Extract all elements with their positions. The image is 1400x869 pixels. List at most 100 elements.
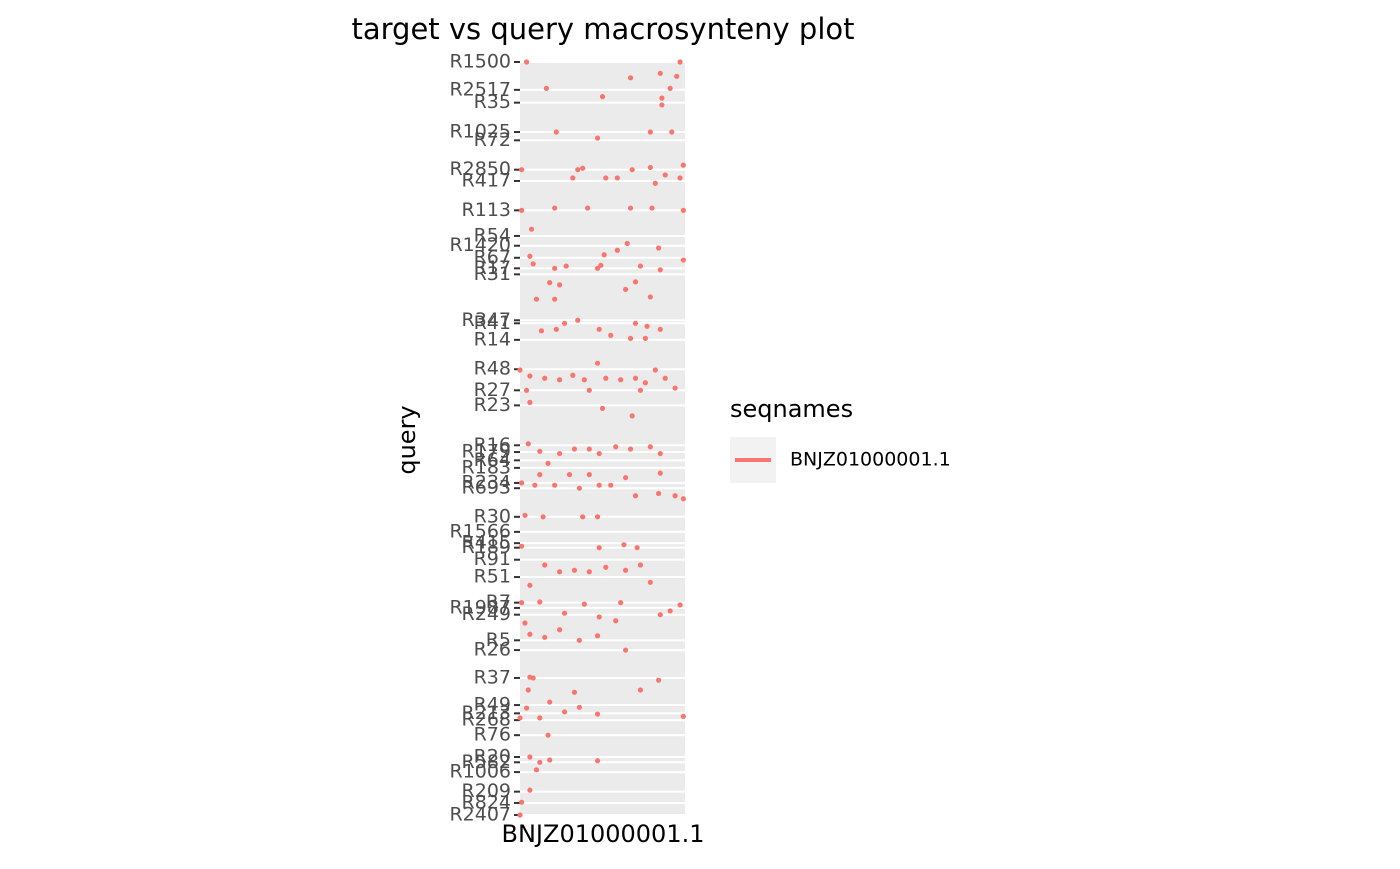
- point: [629, 413, 635, 419]
- point: [652, 367, 658, 373]
- point: [527, 787, 533, 793]
- point: [517, 812, 523, 818]
- y-tick-label: R27: [474, 379, 511, 401]
- y-tick-label: R179: [462, 441, 511, 463]
- point: [647, 444, 653, 450]
- point: [570, 372, 576, 378]
- point: [530, 675, 536, 681]
- point: [553, 326, 559, 332]
- point: [557, 377, 563, 383]
- point: [527, 582, 533, 588]
- point: [519, 799, 525, 805]
- y-tick-label: R209: [462, 780, 511, 802]
- point: [629, 167, 635, 173]
- point: [576, 637, 583, 643]
- y-tick-label: R67: [474, 246, 511, 268]
- point: [552, 296, 558, 302]
- point: [552, 482, 558, 488]
- y-tick-label: R72: [474, 129, 511, 151]
- panel-background: [520, 62, 685, 815]
- point: [580, 165, 586, 171]
- point: [613, 618, 619, 624]
- point: [634, 545, 640, 551]
- y-tick-label: R37: [474, 666, 511, 688]
- point: [621, 542, 627, 548]
- point: [632, 279, 639, 285]
- point: [623, 567, 629, 573]
- point: [627, 205, 634, 211]
- point: [659, 95, 665, 101]
- point: [649, 205, 655, 211]
- point: [575, 167, 581, 173]
- point: [618, 377, 624, 383]
- point: [537, 472, 543, 478]
- point: [561, 709, 568, 715]
- y-tick-label: R824: [462, 791, 511, 813]
- point: [680, 713, 686, 719]
- point: [522, 620, 528, 626]
- point: [545, 460, 551, 466]
- point: [553, 129, 559, 135]
- point: [627, 75, 634, 81]
- point: [656, 677, 662, 683]
- y-tick-label: R189: [462, 536, 511, 558]
- point: [524, 387, 530, 393]
- point: [519, 600, 525, 606]
- point: [596, 326, 602, 332]
- point: [527, 373, 533, 379]
- point: [527, 253, 533, 259]
- chart-title: target vs query macrosynteny plot: [351, 12, 854, 46]
- point: [624, 240, 630, 247]
- point: [576, 704, 583, 710]
- point: [575, 317, 581, 323]
- point: [667, 608, 673, 614]
- legend-label: BNJZ01000001.1: [790, 449, 951, 471]
- point: [662, 375, 668, 381]
- point: [525, 687, 531, 693]
- point: [594, 360, 601, 366]
- point: [542, 562, 548, 568]
- point: [537, 599, 543, 605]
- point: [652, 180, 658, 186]
- point: [632, 493, 639, 499]
- point: [517, 367, 523, 373]
- point: [542, 375, 548, 381]
- point: [527, 399, 533, 405]
- y-tick-label: R41: [474, 312, 511, 334]
- point: [657, 612, 663, 618]
- point: [596, 545, 602, 551]
- point: [656, 245, 662, 251]
- y-tick-label: R48: [474, 358, 511, 380]
- y-tick-label: R213: [462, 702, 511, 724]
- point: [637, 687, 644, 693]
- point: [586, 446, 592, 452]
- point: [627, 335, 634, 341]
- point: [594, 135, 601, 141]
- point: [603, 375, 609, 381]
- y-tick-label: R1987: [449, 596, 511, 618]
- y-tick-label: R234: [462, 471, 511, 493]
- point: [566, 472, 573, 478]
- y-tick-label: R17: [474, 257, 511, 279]
- point: [563, 263, 569, 269]
- y-tick-label: R16: [474, 434, 511, 456]
- point: [586, 472, 592, 478]
- point: [571, 689, 578, 695]
- point: [519, 167, 525, 173]
- point: [677, 59, 683, 65]
- y-tick-label: R23: [474, 394, 511, 416]
- point: [662, 172, 668, 178]
- point: [561, 610, 568, 616]
- point: [657, 470, 663, 476]
- point: [669, 129, 675, 135]
- y-tick-label: R91: [474, 548, 511, 570]
- y-tick-label: R2517: [449, 78, 511, 100]
- point: [657, 267, 663, 273]
- y-tick-label: R693: [462, 477, 511, 499]
- point: [623, 475, 629, 481]
- y-axis-title: query: [393, 405, 421, 474]
- point: [524, 705, 530, 711]
- y-tick-label: R5: [486, 629, 511, 651]
- point: [659, 102, 665, 108]
- y-tick-label: R49: [474, 694, 511, 716]
